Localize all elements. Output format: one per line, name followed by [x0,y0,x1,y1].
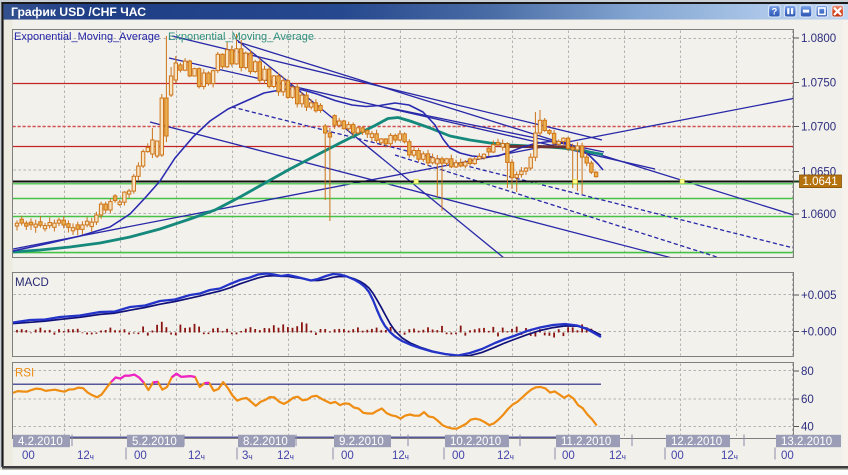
svg-text:12: 12 [392,450,405,462]
svg-text:4.2.2010: 4.2.2010 [18,436,63,448]
svg-text:График USD /CHF ЧАС: График USD /CHF ЧАС [11,5,146,19]
svg-text:00: 00 [452,450,465,462]
svg-text:12: 12 [609,450,622,462]
svg-text:ч: ч [248,452,252,462]
svg-text:60: 60 [801,394,814,406]
svg-text:1.0600: 1.0600 [801,209,836,221]
svg-text:Exponential_Moving_Average: Exponential_Moving_Average [168,31,314,43]
svg-text:1.0641: 1.0641 [803,176,838,188]
svg-text:RSI: RSI [15,368,34,380]
svg-text:Exponential_Moving_Average: Exponential_Moving_Average [14,31,160,43]
svg-text:12: 12 [188,450,201,462]
svg-text:ч: ч [405,452,409,462]
svg-text:00: 00 [22,450,35,462]
svg-text:3: 3 [242,450,248,462]
svg-text:11.2.2010: 11.2.2010 [561,436,611,448]
svg-text:+0.005: +0.005 [801,290,837,302]
svg-text:ч: ч [290,452,294,462]
svg-text:80: 80 [801,366,814,378]
svg-text:1.0750: 1.0750 [801,78,836,90]
svg-text:5.2.2010: 5.2.2010 [132,436,177,448]
svg-text:12.2.2010: 12.2.2010 [671,436,722,448]
svg-text:ч: ч [201,452,205,462]
svg-text:+0.000: +0.000 [801,327,837,339]
svg-text:MACD: MACD [15,277,49,289]
svg-text:12: 12 [77,450,90,462]
svg-text:00: 00 [781,450,794,462]
svg-text:00: 00 [341,450,354,462]
svg-text:ч: ч [622,452,626,462]
svg-text:00: 00 [671,450,684,462]
svg-text:13.2.2010: 13.2.2010 [781,436,832,448]
svg-text:00: 00 [562,450,575,462]
svg-text:ч: ч [90,452,94,462]
svg-text:12: 12 [497,450,510,462]
svg-text:40: 40 [801,422,814,434]
svg-text:ч: ч [510,452,514,462]
svg-text:?: ? [771,6,777,17]
svg-text:1.0700: 1.0700 [801,122,836,134]
svg-text:10.2.2010: 10.2.2010 [450,436,501,448]
svg-text:9.2.2010: 9.2.2010 [339,436,384,448]
svg-text:00: 00 [134,450,147,462]
svg-text:12: 12 [277,450,290,462]
svg-text:1.0800: 1.0800 [801,33,836,45]
svg-text:12: 12 [721,450,734,462]
svg-text:8.2.2010: 8.2.2010 [243,436,288,448]
svg-text:ч: ч [734,452,738,462]
